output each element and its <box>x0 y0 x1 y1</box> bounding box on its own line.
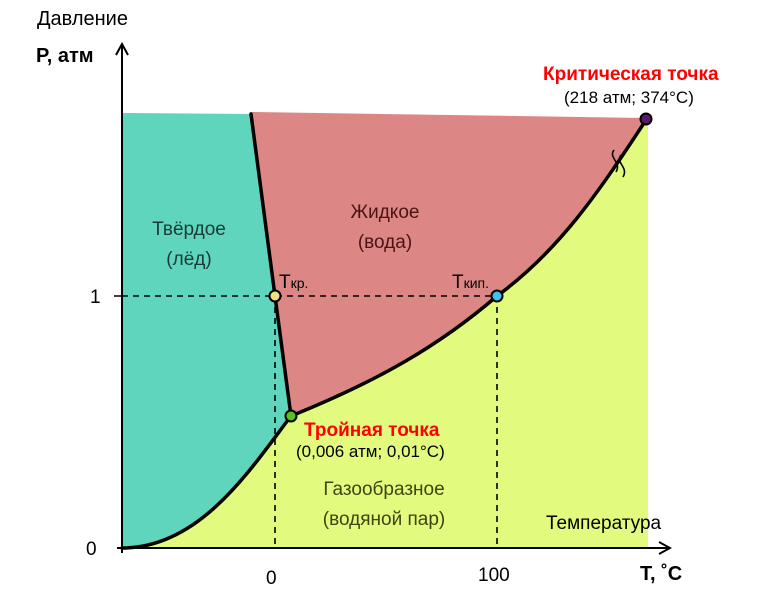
y-axis-label: P, атм <box>36 45 94 67</box>
solid-region-sublabel: (лёд) <box>166 249 211 270</box>
triple-point-title: Тройная точка <box>304 420 440 441</box>
critical-point-marker <box>639 112 653 126</box>
critical-point-title: Критическая точка <box>543 64 719 85</box>
triple-point-marker <box>284 409 298 423</box>
y-tick-label-0: 0 <box>86 539 97 560</box>
melting-point-label: Tкр. <box>279 272 308 293</box>
boiling-point-label: Tкип. <box>452 272 489 293</box>
melting-point-marker <box>268 289 282 303</box>
solid-region <box>122 113 291 548</box>
x-axis-label: T, ˚C <box>640 562 682 585</box>
critical-point-value: (218 атм; 374°C) <box>564 88 694 107</box>
triple-point-value: (0,006 атм; 0,01°C) <box>296 442 445 461</box>
y-tick-label-1: 1 <box>90 287 101 308</box>
x-tick-label-100: 100 <box>478 565 510 586</box>
x-axis-title: Температура <box>546 513 662 534</box>
solid-region-label: Твёрдое <box>152 219 226 240</box>
sublimation-curve <box>120 414 293 550</box>
gas-region-sublabel: (водяной пар) <box>323 509 445 530</box>
gas-region-label: Газообразное <box>323 479 444 500</box>
liquid-region-label: Жидкое <box>351 202 420 223</box>
x-tick-label-0: 0 <box>266 568 277 589</box>
axis-break-icon <box>611 149 626 178</box>
y-axis-title: Давление <box>37 8 128 30</box>
boiling-point-marker <box>490 289 504 303</box>
liquid-region-sublabel: (вода) <box>358 232 412 253</box>
gas-region <box>122 120 648 548</box>
guide-lines <box>122 295 498 548</box>
liquid-region <box>251 112 648 416</box>
